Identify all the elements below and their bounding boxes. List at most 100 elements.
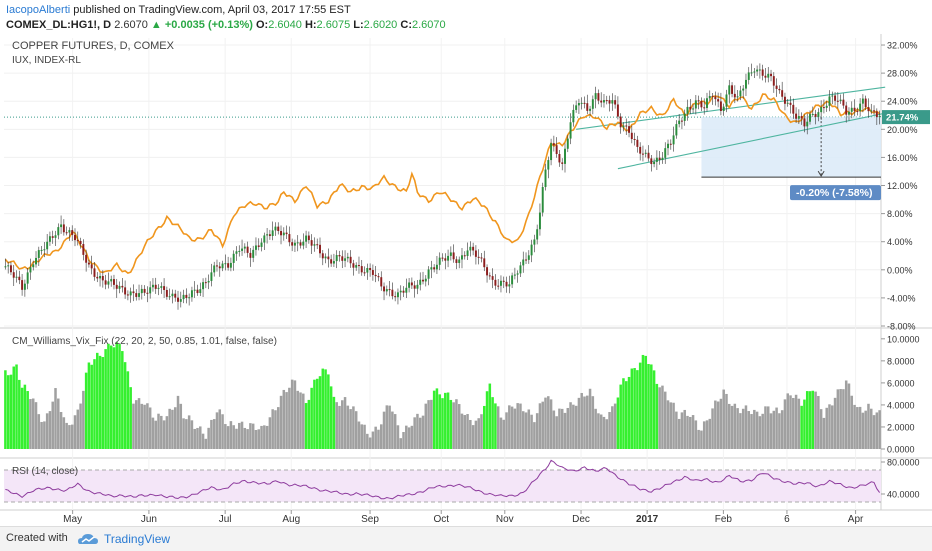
candle (488, 272, 491, 280)
vix-bar (254, 430, 258, 449)
vix-bar (755, 411, 759, 449)
candle (430, 260, 433, 279)
candle-body (809, 114, 811, 122)
vix-bar (864, 410, 867, 449)
candle (388, 280, 391, 297)
y-tick-label: 20.00% (887, 125, 918, 135)
candle-body (761, 69, 764, 76)
candle (550, 138, 553, 166)
candle (770, 69, 773, 82)
candle-body (107, 281, 110, 285)
candle-body (57, 227, 60, 236)
candle (65, 226, 68, 236)
candle (32, 260, 35, 271)
vix-bar (176, 395, 180, 449)
candle (767, 66, 770, 83)
candle (291, 238, 294, 252)
candle-body (146, 292, 149, 294)
candle (305, 230, 308, 249)
vix-bar (9, 374, 13, 449)
candle (48, 231, 51, 246)
candle (786, 99, 789, 107)
vix-bar (134, 400, 138, 449)
vix-bar (307, 399, 311, 449)
vix-bar (613, 403, 617, 449)
candle-body (772, 76, 775, 86)
candle (483, 250, 486, 272)
candle (472, 242, 475, 256)
candle-body (85, 254, 88, 263)
candle-body (477, 256, 480, 258)
vix-bar (157, 413, 160, 449)
candle-body (486, 267, 489, 276)
vix-pane[interactable] (4, 342, 881, 449)
candle-body (62, 224, 65, 233)
vix-bar (750, 414, 753, 449)
candle-body (204, 282, 207, 284)
candle-body (282, 232, 285, 236)
candle (280, 225, 282, 245)
vix-bar (310, 387, 313, 449)
candle-body (867, 107, 870, 112)
candle (207, 274, 210, 290)
candle (658, 150, 661, 165)
candle (408, 278, 411, 293)
vix-bar (235, 428, 238, 449)
candle (277, 222, 280, 235)
vix-bar (780, 410, 784, 449)
tradingview-brand[interactable]: TradingView (104, 532, 171, 546)
candle-body (625, 125, 628, 127)
vix-bar (689, 416, 692, 449)
candle-body (647, 152, 650, 159)
candle (622, 122, 625, 132)
candle-body (541, 187, 544, 213)
measure-tool[interactable]: -0.20% (-7.58%) (701, 117, 881, 201)
vix-bar (179, 403, 183, 449)
rsi-pane[interactable] (4, 459, 881, 503)
candle-body (252, 249, 255, 258)
vix-bar (332, 396, 336, 449)
vix-bar (221, 414, 224, 449)
vix-bar (268, 417, 272, 449)
candle (160, 282, 163, 294)
candle-body (488, 275, 491, 277)
candle (238, 245, 241, 257)
chart-area[interactable]: -0.20% (-7.58%) 32.00% 28.00% 24.00% 20.00%… (0, 34, 932, 526)
candle (4, 258, 7, 270)
candle (469, 241, 472, 257)
candle-body (722, 106, 725, 111)
vix-bar (288, 387, 291, 449)
candle (424, 275, 427, 287)
candle-body (238, 250, 241, 252)
candle (232, 250, 235, 271)
footer: Created with TradingView (0, 526, 932, 551)
candle (700, 97, 703, 112)
candle (538, 203, 541, 236)
symbol-label[interactable]: COMEX_DL:HG1!, D (6, 19, 112, 31)
candle-body (227, 263, 230, 268)
candle-body (377, 276, 380, 278)
vix-bar (210, 419, 213, 449)
candle-body (747, 72, 750, 80)
vix-bar (313, 379, 316, 449)
candle-body (46, 241, 49, 250)
candle (132, 284, 135, 302)
vix-bar (452, 402, 455, 449)
main-pane[interactable] (4, 63, 886, 310)
vix-bar (112, 347, 116, 449)
main-chart-title: COPPER FUTURES, D, COMEX (12, 40, 175, 52)
vix-bar (154, 420, 157, 449)
vix-y-tick-label: 4.0000 (887, 400, 915, 410)
vix-bar (393, 414, 397, 449)
candle (449, 246, 452, 261)
candle-body (232, 253, 235, 263)
vix-bar (769, 413, 773, 449)
candle (330, 254, 333, 267)
candle-body (444, 258, 447, 261)
candle (686, 99, 689, 121)
candle-body (452, 252, 455, 260)
vix-bar (483, 405, 486, 449)
vix-bar (343, 397, 347, 449)
author-link[interactable]: IacopoAlberti (6, 4, 71, 16)
chart-header: IacopoAlberti published on TradingView.c… (0, 0, 932, 34)
